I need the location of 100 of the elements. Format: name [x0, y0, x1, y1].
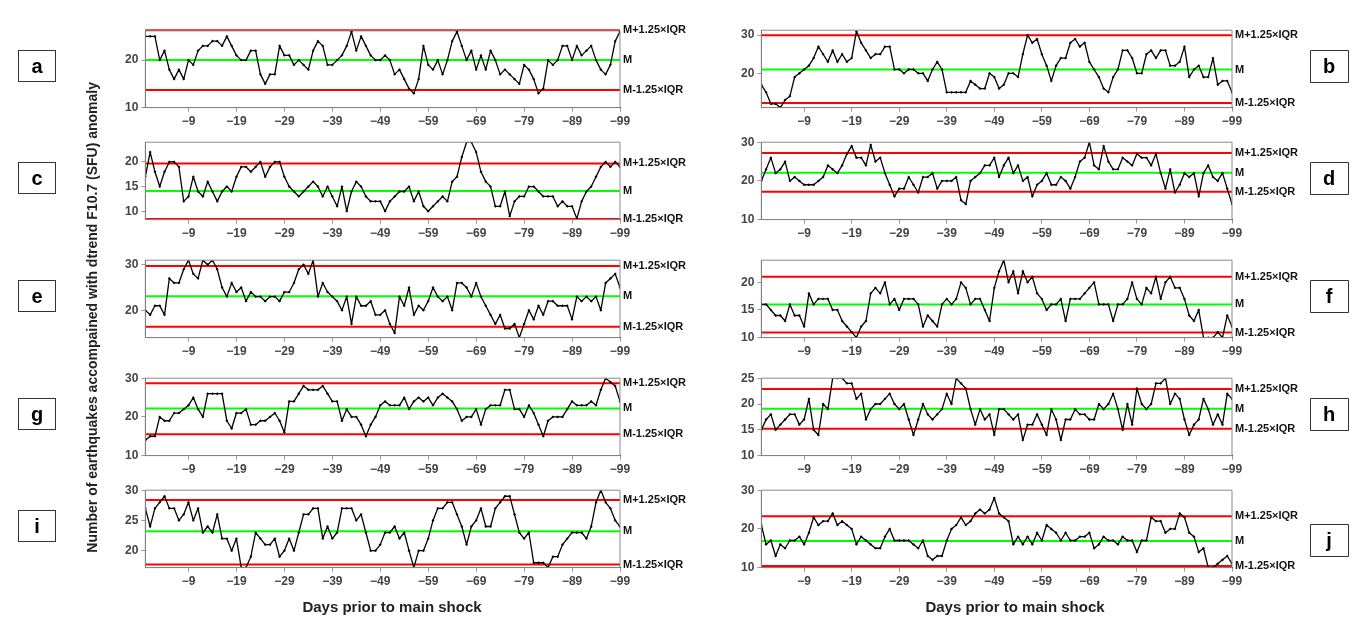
y-tick-label: 15	[124, 178, 139, 193]
x-tick-label: −99	[1221, 344, 1243, 359]
x-tick-label: −99	[1221, 114, 1243, 129]
x-tick-label: −29	[889, 344, 910, 359]
y-tick-label: 10	[124, 203, 139, 218]
x-tick-label: −69	[1079, 462, 1100, 477]
x-tick-label: −59	[1031, 574, 1053, 589]
x-tick-label: −29	[274, 114, 295, 129]
x-tick-label: −99	[609, 114, 631, 129]
x-tick-label: −39	[936, 226, 958, 241]
y-tick-label: 10	[740, 559, 755, 574]
ref-line-label: M+1.25×IQR	[1235, 509, 1299, 522]
ref-line-label: M+1.25×IQR	[623, 492, 687, 505]
x-tick-label: −69	[1079, 574, 1100, 589]
x-tick-label: −69	[1079, 114, 1100, 129]
x-tick-label: −9	[181, 114, 196, 129]
y-tick-label: 20	[740, 173, 755, 188]
ref-line-label: M+1.25×IQR	[623, 23, 687, 36]
x-tick-label: −59	[1031, 226, 1053, 241]
ref-line-label: M+1.25×IQR	[623, 156, 687, 169]
text: j	[1325, 528, 1332, 551]
text: b	[1322, 54, 1336, 77]
x-tick-label: −29	[889, 462, 910, 477]
x-tick-label: −69	[465, 114, 487, 129]
y-tick-label: 30	[740, 134, 755, 149]
x-tick-label: −9	[797, 344, 812, 359]
x-tick-label: −19	[226, 574, 247, 589]
ref-line-label: M	[1235, 62, 1245, 75]
text: i	[18, 510, 56, 542]
ref-line-label: M-1.25×IQR	[623, 212, 684, 225]
x-tick-label: −49	[984, 226, 1005, 241]
x-tick-label: −39	[936, 344, 958, 359]
text: d	[1322, 166, 1336, 189]
x-tick-label: −9	[181, 344, 196, 359]
x-tick-label: −89	[561, 344, 583, 359]
x-tick-label: −39	[936, 574, 958, 589]
x-tick-label: −9	[797, 226, 812, 241]
ref-line-label: M	[623, 401, 633, 414]
ref-line-label: M+1.25×IQR	[623, 259, 687, 272]
ref-line-label: M	[623, 53, 633, 66]
x-tick-label: −79	[513, 226, 535, 241]
x-tick-label: −39	[936, 462, 958, 477]
y-tick-label: 20	[740, 65, 755, 80]
y-tick-label: 20	[124, 52, 139, 67]
y-tick-label: 30	[740, 27, 755, 42]
x-tick-label: −99	[609, 462, 631, 477]
ref-line-label: M	[1235, 297, 1245, 310]
y-tick-label: 20	[124, 409, 139, 424]
ref-line-label: M	[623, 184, 633, 197]
y-tick-label: 20	[124, 542, 139, 557]
x-tick-label: −99	[609, 344, 631, 359]
x-tick-label: −19	[226, 344, 247, 359]
x-tick-label: −19	[226, 462, 247, 477]
x-tick-label: −79	[1126, 226, 1148, 241]
ref-line-label: M-1.25×IQR	[1235, 184, 1296, 197]
x-tick-label: −99	[609, 226, 631, 241]
ref-line-label: M-1.25×IQR	[623, 319, 684, 332]
ref-line-label: M-1.25×IQR	[1235, 421, 1296, 434]
x-tick-label: −89	[561, 226, 583, 241]
y-tick-label: 10	[740, 447, 755, 462]
ref-line-label: M-1.25×IQR	[1235, 325, 1296, 338]
ref-line-label: M	[623, 289, 633, 302]
y-tick-label: 25	[740, 370, 755, 385]
y-tick-label: 10	[124, 447, 139, 462]
x-tick-label: −89	[561, 574, 583, 589]
x-tick-label: −19	[841, 344, 863, 359]
x-tick-label: −89	[561, 114, 583, 129]
x-tick-label: −89	[1174, 344, 1195, 359]
text: a	[18, 50, 56, 82]
y-tick-label: 30	[124, 482, 139, 497]
x-tick-label: −19	[226, 114, 247, 129]
x-tick-label: −39	[322, 462, 343, 477]
y-tick-label: 30	[124, 257, 139, 272]
y-tick-label: 15	[740, 302, 755, 317]
x-tick-label: −49	[984, 574, 1005, 589]
x-tick-label: −49	[984, 462, 1005, 477]
x-tick-label: −49	[370, 462, 391, 477]
x-tick-label: −79	[1126, 114, 1148, 129]
x-tick-label: −49	[984, 114, 1005, 129]
ref-line-label: M	[623, 524, 633, 537]
y-tick-label: 20	[740, 274, 755, 289]
x-tick-label: −49	[984, 344, 1005, 359]
x-tick-label: −59	[418, 462, 439, 477]
x-tick-label: −59	[418, 114, 439, 129]
x-tick-label: −69	[1079, 226, 1100, 241]
y-tick-label: 10	[124, 99, 139, 114]
x-tick-label: −89	[1174, 462, 1195, 477]
ref-line-label: M+1.25×IQR	[1235, 28, 1299, 41]
x-tick-label: −29	[274, 574, 295, 589]
x-tick-label: −59	[1031, 114, 1053, 129]
x-tick-label: −39	[322, 344, 343, 359]
ref-line-label: M-1.25×IQR	[623, 427, 684, 440]
text: c	[18, 162, 56, 194]
x-tick-label: −29	[274, 344, 295, 359]
x-tick-label: −69	[465, 226, 487, 241]
ref-line-label: M	[1235, 401, 1245, 414]
x-tick-label: −29	[889, 226, 910, 241]
x-tick-label: −19	[841, 226, 863, 241]
x-tick-label: −19	[841, 462, 863, 477]
x-tick-label: −9	[181, 226, 196, 241]
